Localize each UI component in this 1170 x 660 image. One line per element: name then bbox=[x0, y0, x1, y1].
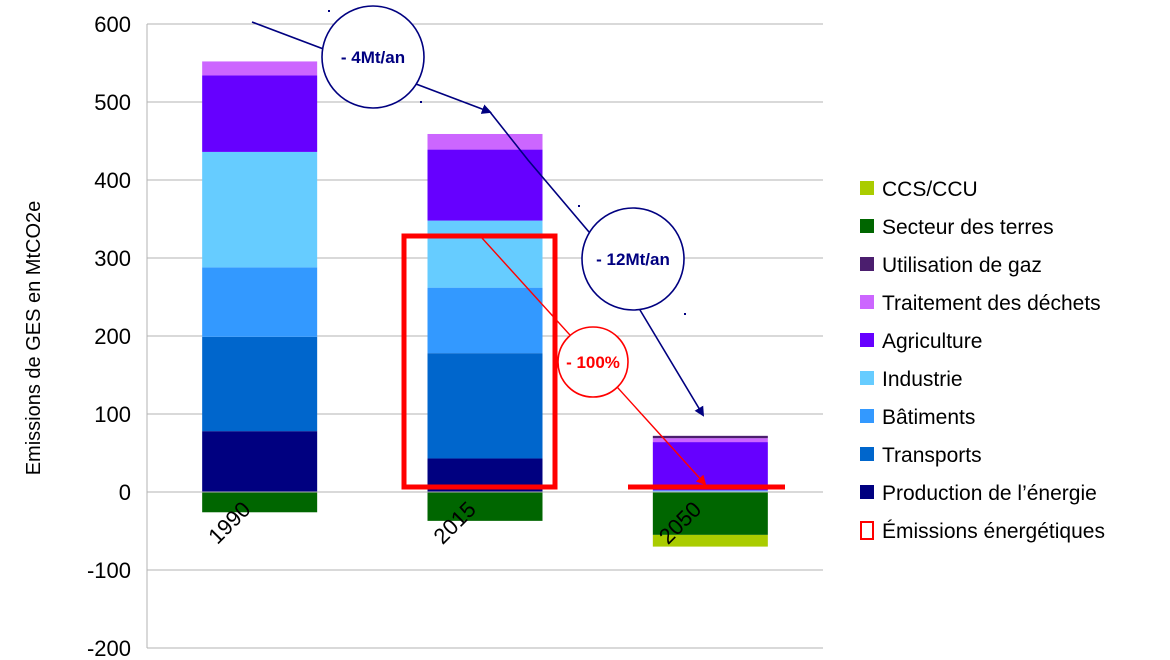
legend-label: Secteur des terres bbox=[882, 216, 1054, 239]
bar-segment bbox=[427, 220, 543, 288]
legend-swatch bbox=[860, 409, 874, 423]
annotation-12mt: - 12Mt/an bbox=[596, 250, 670, 269]
annotation-100pct: - 100% bbox=[566, 353, 620, 372]
legend-label: Transports bbox=[882, 444, 982, 467]
bar-segment bbox=[652, 492, 768, 535]
legend-label: CCS/CCU bbox=[882, 178, 978, 201]
speck bbox=[684, 313, 686, 315]
bar-segment bbox=[202, 492, 318, 513]
legend-swatch bbox=[860, 371, 874, 385]
axes bbox=[146, 24, 823, 648]
bar-segment bbox=[652, 442, 768, 491]
bar-segment bbox=[202, 151, 318, 268]
bar-segment bbox=[427, 133, 543, 150]
y-tick-label: 300 bbox=[94, 246, 131, 271]
legend-label: Agriculture bbox=[882, 330, 982, 353]
bar-segment bbox=[202, 336, 318, 432]
legend-swatch bbox=[860, 485, 874, 499]
bar-segment bbox=[652, 490, 768, 492]
y-tick-label: 100 bbox=[94, 402, 131, 427]
bar-segment bbox=[427, 492, 543, 521]
y-tick-label: 0 bbox=[119, 480, 131, 505]
legend-swatch bbox=[860, 257, 874, 271]
y-tick-label: -100 bbox=[87, 558, 131, 583]
annotation-overlays: - 4Mt/an - 12Mt/an - 100% bbox=[251, 5, 785, 490]
legend-swatch-energy bbox=[860, 521, 874, 540]
y-tick-label: -200 bbox=[87, 636, 131, 660]
bar-segment bbox=[202, 267, 318, 337]
y-tick-label: 400 bbox=[94, 168, 131, 193]
annotation-circle-12mt bbox=[581, 207, 685, 311]
legend-swatch bbox=[860, 447, 874, 461]
bar-segment bbox=[427, 353, 543, 459]
bar-segment bbox=[202, 75, 318, 152]
annotation-4mt: - 4Mt/an bbox=[341, 48, 405, 67]
bar-segment bbox=[427, 149, 543, 221]
speck bbox=[328, 10, 330, 12]
bar-segment bbox=[427, 287, 543, 354]
legend-swatch bbox=[860, 181, 874, 195]
bar-segment bbox=[652, 438, 768, 443]
y-tick-labels: 600 500 400 300 200 100 0 -100 -200 bbox=[87, 12, 131, 660]
bar-segment bbox=[202, 431, 318, 492]
bar-segment bbox=[202, 61, 318, 76]
legend-label: Utilisation de gaz bbox=[882, 254, 1042, 277]
legend-label: Industrie bbox=[882, 368, 963, 391]
legend-swatch bbox=[860, 333, 874, 347]
y-axis-label: Emissions de GES en MtCO2e bbox=[23, 201, 45, 476]
legend-label: Traitement des déchets bbox=[882, 292, 1101, 315]
bar-segment bbox=[652, 534, 768, 547]
energy-emissions-box-2015 bbox=[401, 233, 558, 490]
legend-swatch bbox=[860, 295, 874, 309]
speck bbox=[578, 205, 580, 207]
speck bbox=[420, 101, 422, 103]
legend-label: Bâtiments bbox=[882, 406, 975, 429]
y-tick-label: 200 bbox=[94, 324, 131, 349]
y-tick-label: 600 bbox=[94, 12, 131, 37]
bar-segment bbox=[652, 435, 768, 439]
legend-swatch bbox=[860, 219, 874, 233]
legend-label: Production de l’énergie bbox=[882, 482, 1097, 505]
legend: CCS/CCU Secteur des terres Utilisation de … bbox=[860, 178, 1105, 543]
annotation-circle-4mt bbox=[321, 5, 425, 109]
bar-stacks bbox=[202, 61, 768, 547]
y-tick-label: 500 bbox=[94, 90, 131, 115]
annotation-circle-100pct bbox=[557, 326, 629, 398]
legend-label: Émissions énergétiques bbox=[882, 520, 1105, 543]
